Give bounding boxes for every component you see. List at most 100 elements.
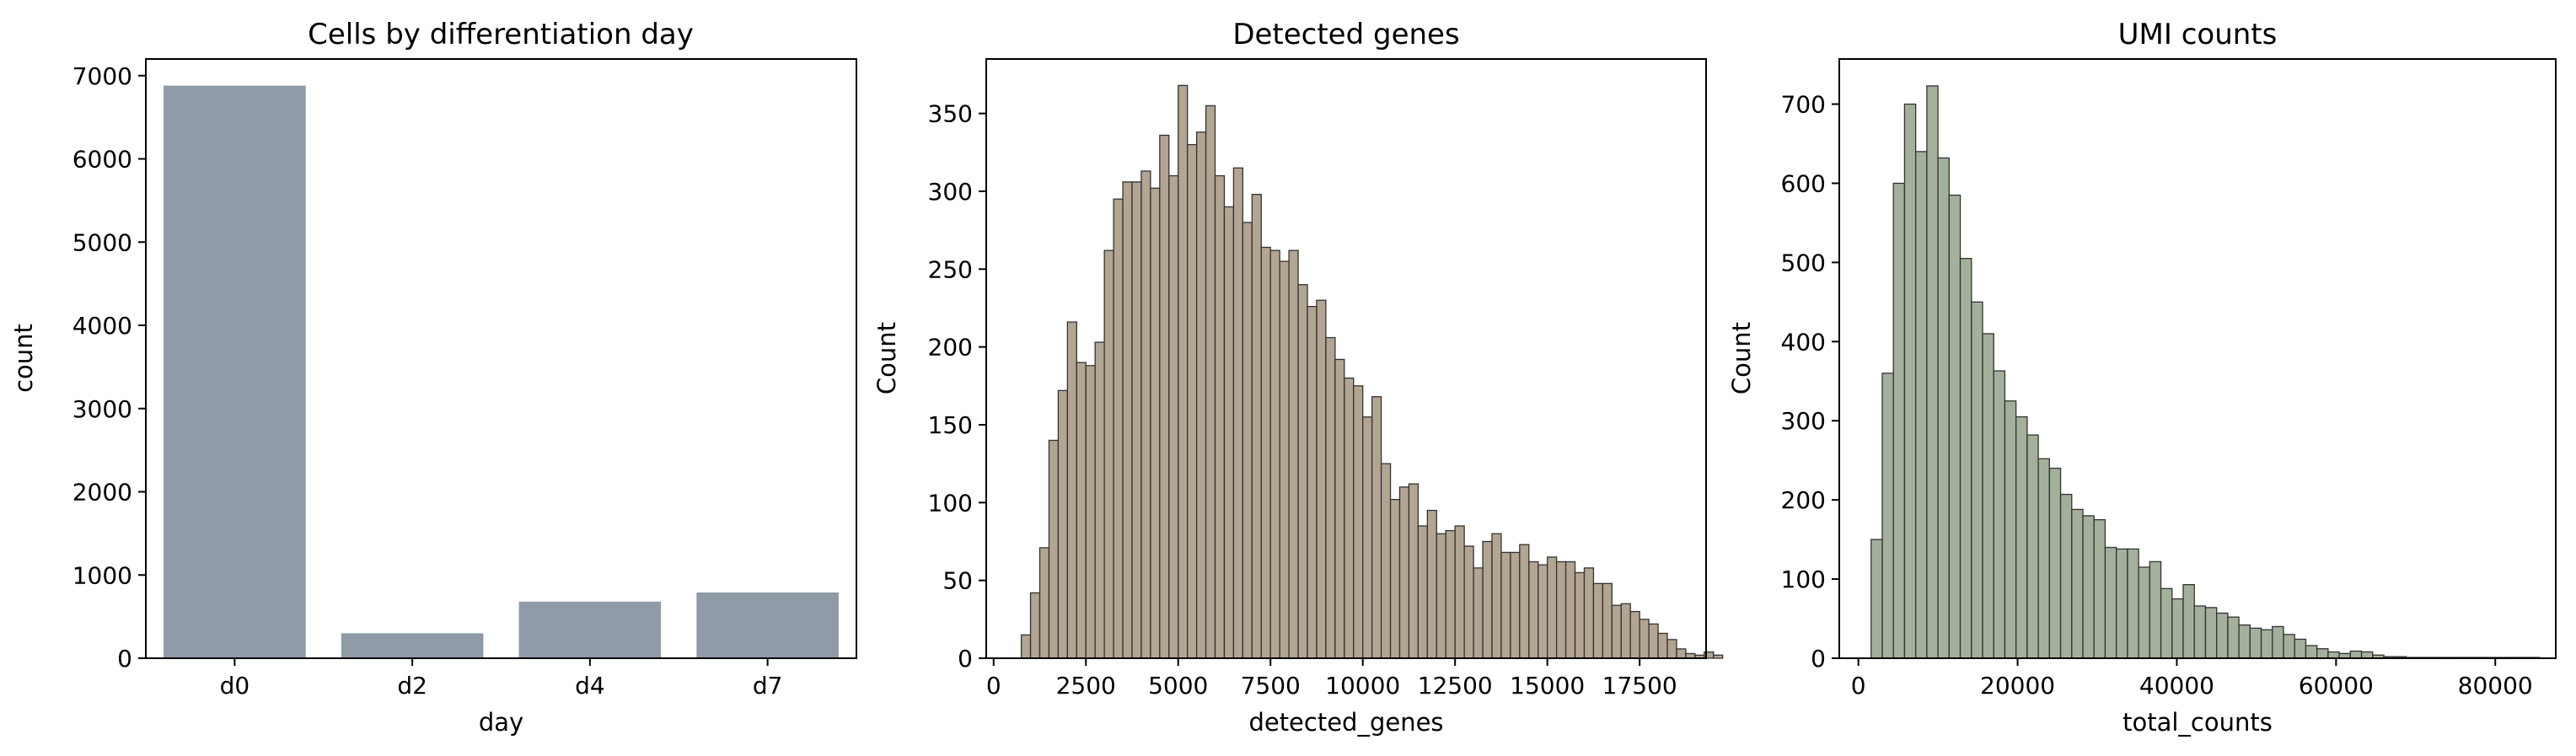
histogram-bin bbox=[1510, 551, 1521, 659]
histogram-bin bbox=[2071, 508, 2084, 659]
histogram-bin bbox=[2327, 651, 2340, 659]
histogram-bin bbox=[2116, 548, 2128, 659]
histogram-bin bbox=[1592, 582, 1604, 659]
histogram-bin bbox=[2204, 607, 2218, 659]
y-tick-label: 300 bbox=[1781, 407, 1826, 435]
histogram-bin bbox=[2272, 625, 2284, 659]
y-tick-label: 300 bbox=[928, 178, 973, 206]
histogram-bin bbox=[1371, 396, 1382, 659]
y-tick-label: 2000 bbox=[72, 479, 132, 507]
histogram-bin bbox=[1666, 639, 1677, 659]
histogram-bin bbox=[1528, 560, 1539, 659]
x-axis-label: total_counts bbox=[2123, 708, 2273, 737]
histogram-bin bbox=[1519, 544, 1530, 659]
histogram-bin bbox=[1473, 567, 1484, 659]
x-tick-label: 60000 bbox=[2299, 672, 2374, 700]
y-axis-label: Count bbox=[872, 322, 901, 394]
histogram-bin bbox=[1178, 84, 1189, 659]
plot-frame bbox=[145, 58, 857, 659]
histogram-bin bbox=[1353, 385, 1364, 659]
histogram-bin bbox=[1454, 525, 1465, 659]
histogram-bin bbox=[1564, 560, 1576, 659]
y-tick-label: 0 bbox=[1811, 645, 1826, 673]
histogram-bin bbox=[1168, 174, 1179, 659]
histogram-bin bbox=[2093, 518, 2106, 659]
histogram-bin bbox=[1094, 341, 1105, 659]
histogram-bin bbox=[1657, 632, 1668, 659]
y-tick-label: 6000 bbox=[72, 146, 132, 174]
y-tick-label: 150 bbox=[928, 411, 973, 439]
x-tick-label: 0 bbox=[986, 672, 1001, 700]
histogram-bin bbox=[1260, 246, 1271, 659]
y-tick-label: 600 bbox=[1781, 169, 1826, 197]
histogram-bin bbox=[1426, 509, 1437, 659]
histogram-bin bbox=[1903, 103, 1917, 659]
histogram-bin bbox=[1602, 582, 1613, 659]
histogram-bin bbox=[2127, 548, 2139, 659]
histogram-bin bbox=[2037, 458, 2050, 659]
histogram-bin bbox=[1436, 533, 1446, 659]
histogram-bin bbox=[1380, 463, 1392, 659]
histogram-bin bbox=[1103, 249, 1114, 659]
x-tick-label: d4 bbox=[575, 672, 605, 700]
histogram-bin bbox=[2238, 624, 2251, 659]
y-tick-label: 250 bbox=[928, 255, 973, 283]
y-tick-label: 350 bbox=[928, 100, 973, 128]
histogram-bin bbox=[1038, 547, 1050, 659]
histogram-bin bbox=[2260, 629, 2273, 659]
x-tick-label: 80000 bbox=[2458, 672, 2533, 700]
panel-cells-by-day: Cells by differentiation day d0 d2 d4 d7 0 100… bbox=[9, 18, 857, 737]
y-tick-label: 400 bbox=[1781, 328, 1826, 356]
x-tick-label: 5000 bbox=[1148, 672, 1208, 700]
histogram-bin bbox=[1066, 321, 1077, 659]
y-tick-label: 200 bbox=[928, 334, 973, 362]
histogram-bin bbox=[2249, 627, 2262, 659]
histogram-bin bbox=[1881, 373, 1894, 659]
y-tick-label: 0 bbox=[117, 645, 132, 673]
histogram-bin bbox=[1676, 648, 1687, 659]
y-tick-label: 4000 bbox=[72, 312, 132, 340]
histogram-bin bbox=[2171, 598, 2184, 659]
bar-d2 bbox=[341, 633, 484, 658]
histogram-bin bbox=[2149, 560, 2162, 659]
histogram-bin bbox=[2004, 400, 2017, 659]
histogram-bin bbox=[1232, 167, 1244, 659]
histogram-bin bbox=[1159, 134, 1170, 659]
histogram-bin bbox=[2283, 634, 2295, 659]
histogram-bin bbox=[2227, 616, 2240, 659]
histogram-bin bbox=[1297, 284, 1308, 659]
x-tick-label: 2500 bbox=[1056, 672, 1116, 700]
histogram-bin bbox=[2082, 515, 2095, 659]
histogram-bin bbox=[2104, 546, 2117, 659]
x-tick-label: 0 bbox=[1851, 672, 1866, 700]
histogram-bin bbox=[2316, 648, 2329, 659]
histogram-bin bbox=[1150, 187, 1161, 659]
histogram-bin bbox=[1482, 540, 1493, 659]
bar-d0 bbox=[164, 85, 306, 659]
y-tick-label: 0 bbox=[958, 645, 973, 673]
histogram-bin bbox=[1020, 634, 1032, 659]
bar-d7 bbox=[696, 592, 839, 658]
histogram-bin bbox=[1620, 603, 1631, 659]
histogram-bin bbox=[2138, 566, 2150, 659]
histogram-bin bbox=[1500, 551, 1511, 659]
histogram-bin bbox=[1971, 301, 1983, 659]
histogram-bin bbox=[2216, 612, 2229, 659]
histogram-bin bbox=[1122, 181, 1133, 659]
histogram-bin bbox=[1048, 439, 1060, 659]
bar-d4 bbox=[518, 601, 662, 658]
histogram-bin bbox=[1334, 358, 1345, 659]
x-tick-label: 17500 bbox=[1602, 672, 1677, 700]
histogram-bin bbox=[2193, 605, 2207, 659]
histogram-bin bbox=[1937, 157, 1950, 659]
histogram-bin bbox=[1648, 623, 1659, 659]
histogram-bin bbox=[1547, 556, 1558, 659]
histogram-bin bbox=[1870, 539, 1883, 659]
histogram-bin bbox=[1892, 182, 1906, 659]
histogram-bin bbox=[1959, 258, 1972, 659]
histogram-bin bbox=[1948, 194, 1962, 659]
histogram-bin bbox=[1583, 567, 1595, 659]
chart-title: Cells by differentiation day bbox=[308, 18, 694, 51]
